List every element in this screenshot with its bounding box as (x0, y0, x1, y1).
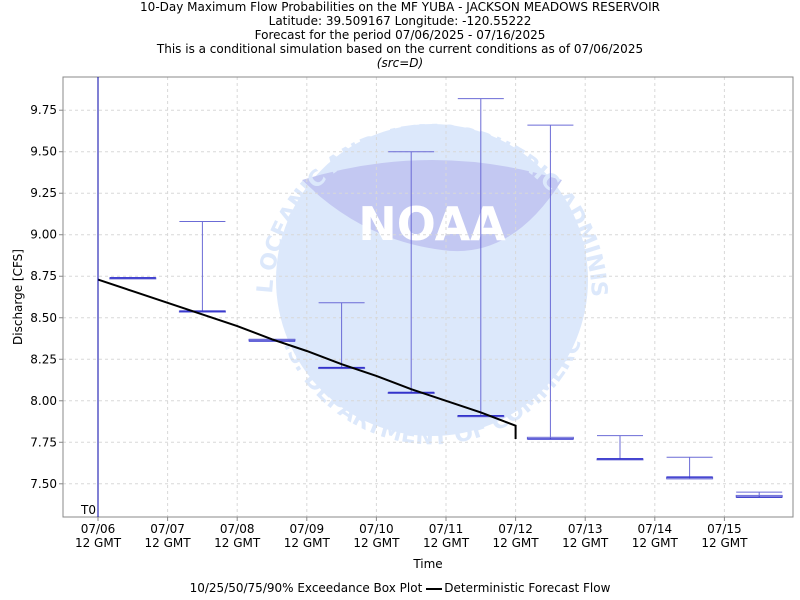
chart-title-block: 10-Day Maximum Flow Probabilities on the… (0, 0, 800, 70)
x-tick-time: 12 GMT (423, 536, 470, 550)
x-tick-date: 07/08 (220, 522, 255, 536)
source-code: (src=D) (376, 56, 424, 70)
t0-marker: T0 (80, 77, 99, 517)
forecast-series (97, 278, 517, 439)
y-axis: 7.50 7.75 8.00 8.25 8.50 8.75 9.00 9.25 9.50 9.75 (30, 103, 63, 491)
exceedance-box (387, 151, 435, 394)
x-tick-date: 07/13 (568, 522, 603, 536)
y-tick-label: 8.00 (30, 394, 57, 408)
exceedance-box (318, 302, 366, 370)
exceedance-box (457, 98, 505, 418)
x-tick-time: 12 GMT (284, 536, 331, 550)
watermark-bird (302, 160, 562, 252)
x-tick-label: 07/15 12 GMT (701, 522, 748, 550)
y-tick-label: 8.75 (30, 269, 57, 283)
plot-area (62, 76, 794, 518)
x-tick-date: 07/12 (498, 522, 533, 536)
x-tick-time: 12 GMT (493, 536, 540, 550)
forecast-line (97, 278, 517, 439)
location-coordinates: Latitude: 39.509167 Longitude: -120.5522… (268, 14, 532, 28)
y-tick-label: 7.75 (30, 435, 57, 449)
x-tick-time: 12 GMT (353, 536, 400, 550)
y-tick-label: 9.50 (30, 145, 57, 159)
exceedance-box (596, 435, 644, 461)
noaa-watermark: NOAANATIONAL OCEANIC AND ATMOSPHERIC ADM… (0, 0, 611, 451)
y-tick-label: 9.00 (30, 228, 57, 242)
x-tick-time: 12 GMT (214, 536, 261, 550)
x-axis-title: Time (412, 557, 442, 571)
x-tick-label: 07/06 12 GMT (75, 522, 122, 550)
x-tick-date: 07/14 (638, 522, 673, 536)
x-tick-date: 07/11 (429, 522, 464, 536)
x-tick-date: 07/07 (150, 522, 185, 536)
x-tick-date: 07/10 (359, 522, 394, 536)
y-tick-label: 9.75 (30, 103, 57, 117)
watermark-logo-text: NOAA (358, 197, 506, 251)
x-tick-time: 12 GMT (75, 536, 122, 550)
chart-title: 10-Day Maximum Flow Probabilities on the… (140, 0, 660, 14)
x-tick-time: 12 GMT (701, 536, 748, 550)
y-tick-label: 8.50 (30, 311, 57, 325)
legend-line-label: Deterministic Forecast Flow (444, 581, 611, 595)
legend-line-swatch (426, 587, 443, 590)
y-tick-label: 9.25 (30, 186, 57, 200)
exceedance-box (178, 220, 226, 313)
y-axis-title: Discharge [CFS] (11, 249, 25, 345)
legend-box-label: 10/25/50/75/90% Exceedance Box Plot (189, 581, 423, 595)
x-tick-label: 07/14 12 GMT (632, 522, 679, 550)
x-tick-label: 07/13 12 GMT (562, 522, 609, 550)
x-tick-date: 07/06 (81, 522, 116, 536)
x-tick-time: 12 GMT (145, 536, 192, 550)
t0-label: T0 (80, 503, 96, 517)
y-tick-label: 7.50 (30, 477, 57, 491)
simulation-note: This is a conditional simulation based o… (156, 42, 644, 56)
forecast-period: Forecast for the period 07/06/2025 - 07/… (254, 28, 546, 42)
exceedance-box (735, 491, 783, 498)
x-tick-label: 07/08 12 GMT (214, 522, 261, 550)
x-tick-date: 07/09 (290, 522, 325, 536)
exceedance-box (109, 277, 157, 280)
y-tick-label: 8.25 (30, 352, 57, 366)
x-tick-label: 07/12 12 GMT (493, 522, 540, 550)
chart-legend: 10/25/50/75/90% Exceedance Box Plot Deter… (0, 580, 800, 596)
x-tick-time: 12 GMT (562, 536, 609, 550)
exceedance-boxes (109, 98, 783, 498)
x-tick-date: 07/15 (707, 522, 742, 536)
x-tick-label: 07/07 12 GMT (145, 522, 192, 550)
x-tick-label: 07/11 12 GMT (423, 522, 470, 550)
x-tick-label: 07/10 12 GMT (353, 522, 400, 550)
exceedance-box (666, 456, 714, 480)
x-tick-time: 12 GMT (632, 536, 679, 550)
x-tick-label: 07/09 12 GMT (284, 522, 331, 550)
exceedance-box (526, 124, 574, 440)
